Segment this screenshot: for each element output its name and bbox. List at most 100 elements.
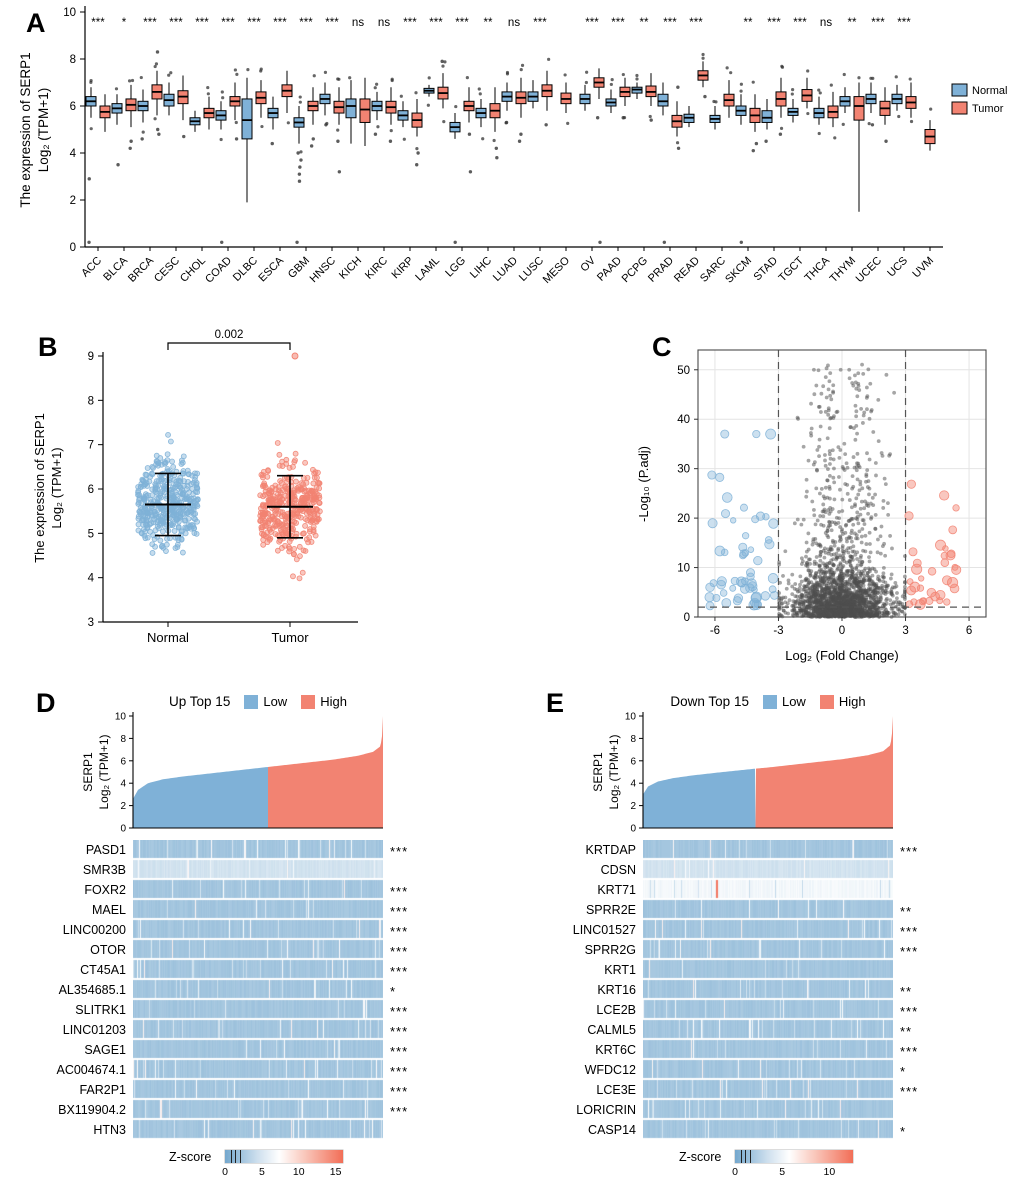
y-tick-label: 50	[677, 365, 690, 377]
volcano-point	[827, 449, 832, 453]
volcano-point	[846, 550, 851, 555]
volcano-point	[856, 594, 861, 598]
volcano-point	[946, 549, 956, 559]
volcano-point	[819, 391, 824, 396]
volcano-point	[879, 591, 884, 595]
gene-label: KRTDAP	[585, 843, 636, 857]
y-tick-label: 10	[625, 712, 637, 723]
volcano-point	[815, 468, 819, 473]
volcano-point	[949, 583, 960, 594]
volcano-point	[852, 531, 857, 536]
jitter-point	[285, 544, 292, 550]
volcano-point	[849, 536, 853, 540]
significance-marker: ***	[247, 17, 261, 29]
jitter-point	[310, 480, 317, 487]
volcano-point	[852, 465, 857, 470]
sig-star: ***	[390, 904, 409, 919]
volcano-point	[825, 564, 830, 569]
outlier-point	[220, 90, 224, 94]
volcano-point	[837, 516, 842, 521]
volcano-point	[807, 568, 811, 573]
volcano-point	[791, 603, 796, 608]
volcano-point	[822, 612, 826, 617]
volcano-point	[741, 532, 750, 540]
volcano-point	[824, 395, 829, 400]
volcano-point	[849, 555, 854, 559]
jitter-point	[282, 526, 289, 533]
volcano-point	[856, 371, 861, 376]
volcano-point	[888, 534, 892, 538]
volcano-point	[829, 575, 833, 580]
jitter-point	[146, 478, 153, 485]
jitter-point	[274, 547, 281, 554]
volcano-point	[815, 518, 820, 523]
volcano-point	[856, 461, 861, 466]
volcano-point	[729, 584, 737, 592]
volcano-point	[804, 494, 809, 499]
outlier-point	[312, 74, 316, 78]
volcano-point	[859, 406, 864, 411]
outlier-point	[725, 66, 729, 70]
significance-marker: ***	[793, 17, 807, 29]
gene-label: WFDC12	[584, 1063, 636, 1077]
jitter-point	[259, 519, 266, 526]
volcano-point	[882, 476, 887, 481]
volcano-point	[812, 392, 817, 397]
outlier-point	[114, 87, 119, 91]
zscore-tick-label: 10	[292, 1166, 305, 1178]
volcano-point	[861, 589, 866, 594]
volcano-point	[946, 576, 959, 589]
volcano-point	[818, 491, 822, 496]
volcano-point	[803, 578, 808, 583]
jitter-point	[265, 467, 271, 474]
outlier-point	[806, 69, 810, 73]
volcano-point	[935, 539, 947, 551]
volcano-point	[831, 457, 836, 462]
outlier-point	[291, 352, 299, 360]
high-label: High	[838, 694, 866, 709]
y-tick-label: 8	[120, 734, 126, 745]
volcano-point	[940, 558, 950, 567]
volcano-point	[873, 461, 878, 465]
outlier-point	[739, 240, 744, 244]
volcano-point	[721, 509, 731, 519]
sig-star: ***	[900, 944, 919, 959]
volcano-point	[828, 393, 833, 398]
volcano-point	[730, 517, 737, 524]
volcano-point	[850, 516, 855, 521]
gene-label: LCE3E	[596, 1083, 636, 1097]
jitter-point	[159, 528, 166, 535]
volcano-point	[798, 574, 803, 579]
volcano-point	[753, 555, 763, 566]
category-label: LIHC	[468, 255, 494, 281]
volcano-point	[783, 600, 788, 605]
panel-c-label: C	[652, 332, 672, 362]
volcano-point	[902, 554, 907, 559]
volcano-point	[823, 606, 828, 611]
outlier-point	[127, 79, 132, 83]
panel-e-zscore-legend: Z-score 0 5 10	[643, 1150, 893, 1192]
volcano-point	[747, 546, 755, 553]
volcano-point	[839, 578, 843, 583]
volcano-point	[885, 596, 889, 601]
outlier-point	[505, 72, 510, 76]
volcano-point	[861, 413, 866, 418]
outlier-point	[299, 150, 303, 154]
volcano-point	[826, 408, 831, 413]
volcano-point	[840, 546, 845, 550]
volcano-point	[863, 499, 867, 504]
volcano-point	[876, 439, 881, 443]
outlier-point	[791, 88, 795, 92]
volcano-point	[847, 582, 852, 587]
jitter-point	[149, 512, 155, 519]
outlier-point	[818, 91, 822, 95]
outlier-point	[649, 118, 653, 122]
volcano-point	[870, 495, 875, 500]
jitter-point	[190, 502, 196, 509]
gene-label: LINC01203	[62, 1023, 126, 1037]
sig-star: *	[900, 1064, 907, 1079]
outlier-point	[790, 92, 794, 96]
outlier-point	[495, 156, 499, 160]
volcano-point	[857, 529, 862, 534]
volcano-point	[837, 510, 841, 514]
